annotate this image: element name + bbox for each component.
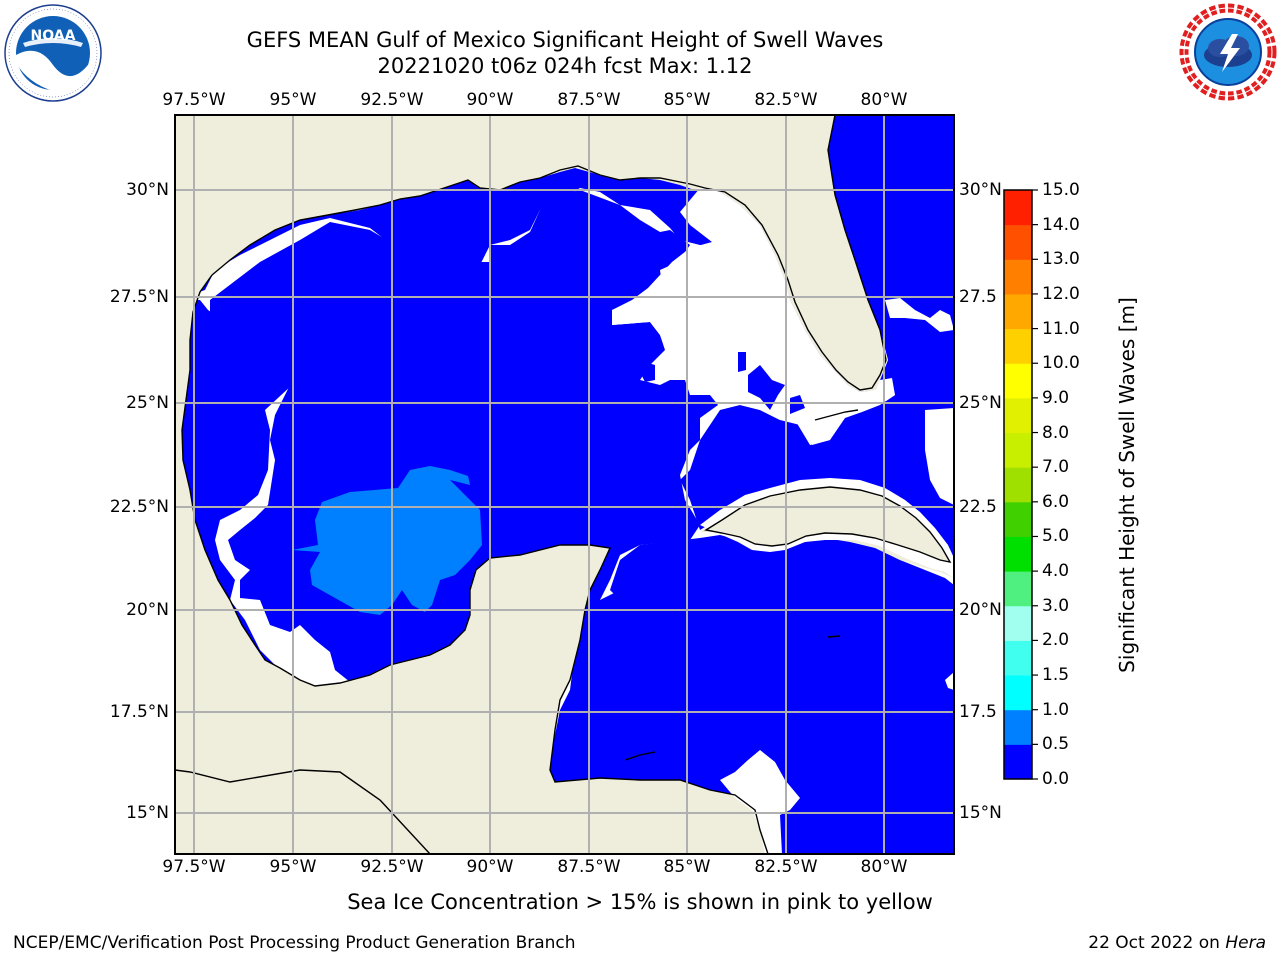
atlantic-open-water	[830, 115, 954, 505]
map-subtitle: 20221020 t06z 024h fcst Max: 1.12	[377, 54, 753, 78]
colorbar-tick-label: 6.0	[1042, 491, 1070, 512]
colorbar-tick-label: 1.0	[1042, 699, 1070, 720]
colorbar-tick-label: 0.0	[1042, 769, 1070, 789]
colorbar-tick-label: 1.5	[1042, 665, 1070, 686]
lat-label-left: 20°N	[126, 600, 169, 620]
lon-label-bottom: 90°W	[466, 857, 514, 877]
colorbar-tick-label: 13.0	[1042, 249, 1080, 270]
lon-label-bottom: 97.5°W	[162, 857, 226, 877]
lat-label-left: 27.5°N	[109, 287, 169, 307]
land-us-panhandle	[175, 115, 835, 560]
colorbar-segment	[1004, 259, 1032, 295]
central-gulf-swell-medium-2	[292, 466, 482, 615]
colorbar-segment	[1004, 709, 1032, 745]
lat-label-right: 30°N	[959, 180, 1002, 200]
map-frame	[174, 114, 955, 855]
colorbar-segment	[1004, 363, 1032, 399]
lat-label-left: 25°N	[126, 393, 169, 413]
footer-date: 22 Oct 2022 on Hera	[1088, 933, 1266, 953]
colorbar-tick-label: 15.0	[1042, 180, 1080, 200]
lon-label-top: 82.5°W	[754, 90, 818, 110]
land-yucatan	[175, 545, 768, 854]
lat-label-right: 20°N	[959, 600, 1002, 620]
lat-label-left: 17.5°N	[109, 702, 169, 722]
colorbar-segment	[1004, 675, 1032, 711]
colorbar-segment	[1004, 397, 1032, 434]
land-cuba-island	[706, 487, 950, 562]
colorbar-segment	[1004, 640, 1032, 676]
lon-label-top: 85°W	[663, 90, 711, 110]
colorbar-segment	[1004, 501, 1032, 537]
lon-label-bottom: 95°W	[269, 857, 317, 877]
colorbar-segment	[1004, 224, 1032, 260]
lon-label-top: 90°W	[466, 90, 514, 110]
footer-credit: NCEP/EMC/Verification Post Processing Pr…	[13, 933, 576, 953]
lon-label-top: 87.5°W	[557, 90, 621, 110]
colorbar-segment	[1004, 293, 1032, 330]
colorbar-tick-label: 7.0	[1042, 457, 1070, 478]
lat-label-right: 22.5	[959, 497, 997, 517]
colorbar-segment	[1004, 571, 1032, 607]
noaa-logo: NOAA	[4, 4, 102, 102]
no-data-honduras-coast	[720, 750, 800, 854]
lat-label-right: 25°N	[959, 393, 1002, 413]
caribbean-open-water	[550, 540, 954, 854]
colorbar-tick-label: 4.0	[1042, 561, 1070, 582]
sea-ice-note: Sea Ice Concentration > 15% is shown in …	[347, 890, 933, 914]
colorbar-tick-label: 12.0	[1042, 283, 1080, 304]
colorbar-tick-label: 14.0	[1042, 214, 1080, 235]
footer-date-text: 22 Oct 2022 on	[1088, 933, 1226, 953]
land-florida-peninsula	[660, 115, 886, 390]
colorbar-tick-label: 2.0	[1042, 630, 1070, 651]
colorbar-segment	[1004, 190, 1032, 226]
colorbar-segment	[1004, 467, 1032, 503]
lon-label-top: 92.5°W	[360, 90, 424, 110]
lon-label-bottom: 85°W	[663, 857, 711, 877]
lat-label-left: 30°N	[126, 180, 169, 200]
colorbar-tick-label: 5.0	[1042, 526, 1070, 547]
colorbar-segment	[1004, 744, 1032, 780]
colorbar-segment	[1004, 432, 1032, 468]
colorbar-segment	[1004, 328, 1032, 364]
colorbar-frame	[1003, 189, 1033, 780]
lon-label-bottom: 82.5°W	[754, 857, 818, 877]
colorbar-tick-label: 8.0	[1042, 422, 1070, 443]
lat-label-left: 15°N	[126, 803, 169, 823]
lon-label-top: 95°W	[269, 90, 317, 110]
lon-label-top: 97.5°W	[162, 90, 226, 110]
colorbar-tick-label: 10.0	[1042, 353, 1080, 374]
colorbar-tick-label: 11.0	[1042, 318, 1080, 339]
florida-west-open-water-patch	[640, 352, 805, 414]
colorbar-title: Significant Height of Swell Waves [m]	[1115, 297, 1139, 673]
lon-label-bottom: 80°W	[860, 857, 908, 877]
colorbar-tick-label: 0.5	[1042, 734, 1070, 755]
lat-label-right: 27.5	[959, 287, 997, 307]
lon-label-top: 80°W	[860, 90, 908, 110]
lat-label-right: 15°N	[959, 803, 1002, 823]
colorbar-tick-label: 9.0	[1042, 387, 1070, 408]
colorbar-segment	[1004, 605, 1032, 641]
footer-machine: Hera	[1225, 933, 1266, 953]
no-data-bahamas	[885, 298, 954, 690]
lon-label-bottom: 87.5°W	[557, 857, 621, 877]
lon-label-bottom: 92.5°W	[360, 857, 424, 877]
colorbar-tick-label: 3.0	[1042, 595, 1070, 616]
lat-label-left: 22.5°N	[109, 497, 169, 517]
colorbar-segment	[1004, 536, 1032, 572]
noaa-logo-text: NOAA	[31, 28, 76, 44]
map-grid	[175, 115, 954, 854]
nws-logo	[1179, 3, 1277, 101]
lat-label-right: 17.5	[959, 702, 997, 722]
no-data-florida-west	[612, 188, 895, 445]
map-title: GEFS MEAN Gulf of Mexico Significant Hei…	[246, 28, 884, 52]
